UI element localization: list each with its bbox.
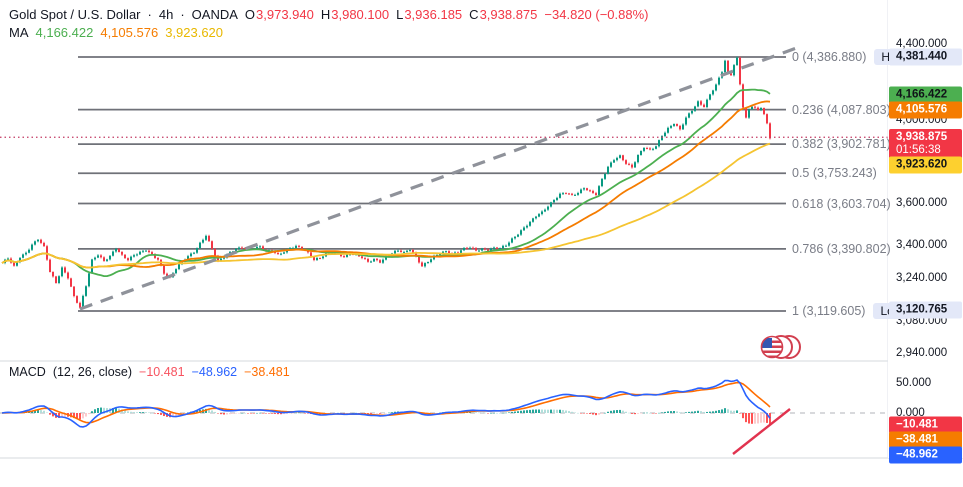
axis-label-0000: 0.000 (896, 407, 925, 419)
fib-label-text: 0.236 (4,087.803) (792, 102, 891, 117)
us-flag-events-icon[interactable] (760, 335, 801, 359)
fib-retracement-tool[interactable] (78, 56, 786, 312)
fib-label-text: 0.786 (3,390.802) (792, 241, 891, 256)
fib-label-text: 0.382 (3,902.781) (792, 137, 891, 152)
ma-label: MA (9, 25, 29, 40)
open-value: O 3,973.940 (244, 7, 314, 22)
macd-trendline-drawing[interactable] (732, 408, 791, 455)
macd-hist-badge: −10.481 (889, 416, 962, 434)
macd-hist-value: −10.481 (139, 365, 185, 379)
macd-signal-value: −38.481 (244, 365, 290, 379)
low-value: L 3,936.185 (396, 7, 463, 22)
axis-label-3600000: 3,600.000 (896, 197, 948, 209)
macd-signal-line[interactable] (1, 381, 771, 424)
close-value: C 3,938.875 (469, 7, 538, 22)
fib-label-text: 0.5 (3,753.243) (792, 166, 877, 181)
macd-main-line[interactable] (1, 379, 771, 428)
ma-orange-badge: 4,105.576 (889, 101, 962, 119)
fib-label-0.382[interactable]: 0.382 (3,902.781) (792, 137, 891, 151)
high-price-badge: 4,381.440 (889, 48, 962, 66)
low-price-badge: 3,120.765 (889, 301, 962, 319)
last-price-badge: 3,938.875 01:56:38 (889, 129, 962, 159)
trendline-drawing[interactable] (79, 44, 803, 311)
fib-label-0.618[interactable]: 0.618 (3,603.704) (792, 197, 891, 211)
macd-line-value: −48.962 (191, 365, 238, 379)
macd-header: MACD (12, 26, close) −10.481 −48.962 −38… (9, 365, 290, 379)
axis-label-3400000: 3,400.000 (896, 239, 948, 251)
axis-label-4400000: 4,400.000 (896, 38, 948, 50)
macd-line-badge: −48.962 (889, 446, 962, 464)
exchange-label[interactable]: OANDA (191, 7, 238, 22)
symbol-title[interactable]: Gold Spot / U.S. Dollar (9, 7, 141, 22)
fib-label-0.236[interactable]: 0.236 (4,087.803) (792, 103, 891, 117)
macd-signal-badge: −38.481 (889, 431, 962, 449)
fib-label-text: 1 (3,119.605) (792, 304, 866, 318)
ma-green-badge: 4,166.422 (889, 86, 962, 104)
ma-orange-value: 4,105.576 (100, 25, 159, 40)
change-value: −34.820 (−0.88%) (544, 7, 649, 22)
fib-label-text: 0.618 (3,603.704) (792, 196, 891, 211)
high-value: H 3,980.100 (320, 7, 390, 22)
axis-label-2940000: 2,940.000 (896, 347, 948, 359)
price-axis[interactable]: USD (888, 0, 963, 458)
ma-yellow-badge: 3,923.620 (889, 156, 962, 174)
axis-label-3240000: 3,240.000 (896, 272, 948, 284)
ma-yellow-value: 3,923.620 (165, 25, 224, 40)
fib-label-0.5[interactable]: 0.5 (3,753.243) (792, 166, 877, 180)
separator-dot: · (180, 7, 185, 22)
ma-line-green[interactable] (1, 88, 771, 278)
ma-line-orange[interactable] (1, 100, 771, 269)
macd-title[interactable]: MACD (9, 365, 46, 379)
fib-label-0.786[interactable]: 0.786 (3,390.802) (792, 242, 891, 256)
interval-label[interactable]: 4h (158, 7, 174, 22)
ma-header: MA 4,166.422 4,105.576 3,923.620 (9, 25, 223, 40)
separator-dot: · (147, 7, 152, 22)
fib-label-text: 0 (4,386.880) (792, 50, 867, 64)
ma-line-yellow[interactable] (1, 142, 771, 269)
time-axis[interactable]: MayJunJulAugSepOctNov (0, 458, 888, 487)
symbol-header: Gold Spot / U.S. Dollar · 4h · OANDA O 3,… (9, 7, 648, 22)
axis-label-50000: 50.000 (896, 377, 932, 389)
macd-params: (12, 26, close) (52, 365, 133, 379)
ma-green-value: 4,166.422 (35, 25, 94, 40)
